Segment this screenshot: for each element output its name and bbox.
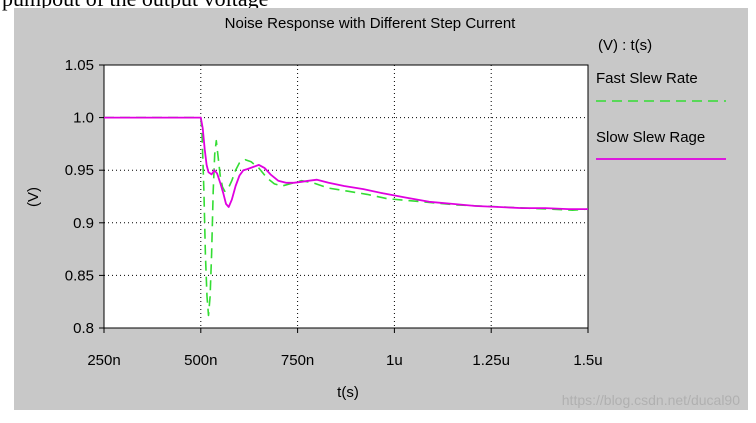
plot-area (103, 64, 589, 329)
y-tick-label: 0.8 (73, 320, 94, 337)
x-tick-label: 1u (386, 352, 403, 369)
x-tick-label: 1.5u (573, 352, 602, 369)
caption-text: pumpout of the output voltage (2, 0, 268, 11)
y-tick-label: 0.85 (65, 267, 94, 284)
x-axis-label: t(s) (337, 384, 359, 401)
x-tick-label: 1.25u (472, 352, 510, 369)
x-tick-label: 750n (281, 352, 314, 369)
y-tick-label: 0.9 (73, 215, 94, 232)
legend-label-slow: Slow Slew Rage (596, 129, 705, 146)
y-axis-label: (V) (25, 187, 42, 207)
series-line-slow-slew-rage (104, 116, 588, 210)
chart-title: Noise Response with Different Step Curre… (225, 15, 517, 32)
y-tick-label: 1.05 (65, 57, 94, 74)
series-layer (104, 116, 589, 317)
legend-label-fast: Fast Slew Rate (596, 70, 698, 87)
x-tick-label: 500n (184, 352, 217, 369)
x-tick-label: 250n (87, 352, 120, 369)
legend: (V) : t(s) Fast Slew Rate Slow Slew Rage (596, 37, 726, 160)
legend-title: (V) : t(s) (598, 37, 652, 54)
y-tick-label: 0.95 (65, 162, 94, 179)
axis-ticks: 250n 500n 750n 1u 1.25u 1.5u 0.8 0.85 0.9 0.95 1.0… (65, 57, 603, 369)
watermark-text: https://blog.csdn.net/ducal90 (562, 392, 740, 408)
y-tick-label: 1.0 (73, 110, 94, 127)
series-line-fast-slew-rate (104, 116, 589, 317)
